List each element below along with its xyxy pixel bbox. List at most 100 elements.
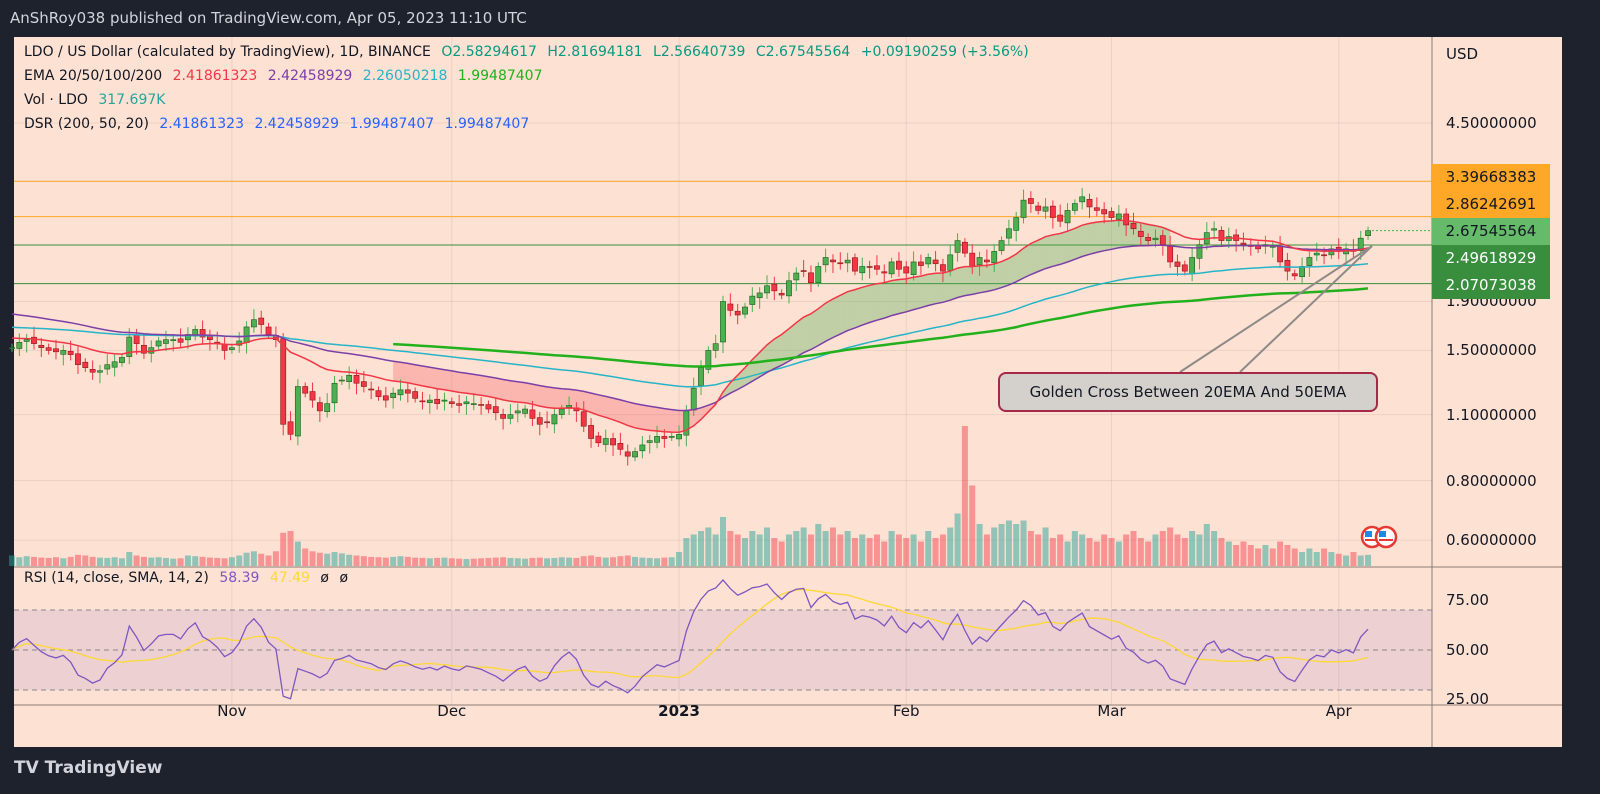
ema-legend[interactable]: EMA 20/50/100/200 2.41861323 2.42458929 … (24, 68, 549, 84)
candle-down (1027, 198, 1034, 204)
volume-bar (250, 551, 257, 566)
candle-up (426, 399, 433, 403)
candle-up (1299, 266, 1305, 278)
ema-cross-fill (422, 365, 430, 388)
volume-bar (756, 534, 763, 566)
volume-bar (30, 556, 37, 566)
ema-cross-fill (950, 268, 958, 301)
ema-cross-fill (957, 266, 965, 298)
volume-bar (9, 555, 15, 566)
volume-bar (1240, 541, 1247, 566)
volume-bar (881, 541, 888, 566)
volume-bar (727, 531, 734, 566)
volume-bar (382, 557, 389, 566)
volume-bar (961, 426, 968, 566)
candle-down (961, 241, 968, 254)
candle-down (896, 260, 902, 270)
ema-cross-fill (840, 291, 848, 335)
volume-bar (236, 555, 243, 566)
ema-cross-fill (437, 368, 445, 390)
volume-bar (925, 531, 932, 566)
volume-bar (844, 531, 851, 566)
volume-bar (837, 534, 844, 566)
volume-bar (1299, 552, 1306, 566)
volume-bar (815, 524, 822, 566)
volume-bar (566, 557, 573, 566)
candle-up (111, 361, 118, 368)
candle-up (1211, 228, 1218, 231)
ema-cross-fill (803, 313, 811, 353)
ema-cross-fill (451, 370, 460, 393)
volume-bar (778, 541, 785, 566)
candle-up (976, 257, 983, 266)
ema200-line (393, 287, 1369, 368)
volume-bar (96, 557, 103, 566)
candle-down (918, 261, 924, 266)
volume-bar (917, 541, 924, 566)
dsr-label: DSR (200, 50, 20) (24, 116, 149, 132)
rsi-legend[interactable]: RSI (14, close, SMA, 14, 2) 58.39 47.49 … (24, 570, 354, 586)
volume-bar (1343, 555, 1350, 566)
volume-bar (749, 531, 756, 566)
volume-bar (969, 485, 976, 566)
ema-cross-fill (539, 385, 548, 408)
ema-cross-fill (964, 266, 973, 296)
candle-down (529, 409, 536, 419)
rsi-extra: ø (339, 570, 349, 586)
time-axis-label: 2023 (658, 702, 700, 720)
candle-down (1240, 242, 1247, 245)
ema-cross-fill (488, 376, 496, 399)
volume-legend[interactable]: Vol · LDO 317.697K (24, 92, 171, 108)
ema-cross-fill (898, 278, 907, 314)
volume-bar (1115, 541, 1122, 566)
ema-cross-fill (1118, 220, 1127, 248)
volume-bar (500, 557, 507, 566)
candle-down (1284, 259, 1291, 272)
candle-down (536, 417, 543, 425)
candle-up (602, 438, 609, 445)
volume-bar (1196, 534, 1203, 566)
volume-bar (1064, 541, 1071, 566)
candle-up (441, 399, 448, 402)
candle-up (654, 436, 660, 443)
volume-bar (280, 532, 287, 566)
volume-bar (1306, 548, 1313, 566)
open-value: O2.58294617 (441, 44, 537, 60)
volume-bar (1189, 531, 1196, 566)
volume-bar (1174, 534, 1181, 566)
candle-up (126, 336, 133, 357)
time-axis-label: Nov (217, 702, 247, 720)
ema-cross-fill (869, 283, 877, 323)
volume-bar (822, 531, 829, 566)
ema-cross-fill (818, 303, 826, 346)
volume-bar (763, 527, 770, 566)
candle-down (287, 421, 294, 435)
candle-up (243, 326, 250, 343)
ema-cross-fill (1067, 228, 1075, 262)
candle-down (1181, 264, 1188, 272)
volume-bar (954, 513, 961, 566)
candle-up (910, 261, 917, 275)
volume-bar (316, 552, 323, 566)
golden-cross-annotation[interactable]: Golden Cross Between 20EMA And 50EMA (998, 372, 1378, 412)
volume-bar (38, 557, 45, 566)
ema-cross-fill (854, 287, 863, 328)
dsr-legend[interactable]: DSR (200, 50, 20) 2.41861323 2.42458929 … (24, 116, 535, 132)
candle-down (544, 421, 550, 424)
dsr-value: 1.99487407 (349, 116, 435, 132)
candle-down (89, 369, 96, 373)
candle-up (793, 272, 800, 281)
volume-bar (807, 534, 814, 566)
time-axis-label: Feb (892, 702, 920, 720)
volume-bar (1093, 541, 1100, 566)
time-axis-label: Dec (437, 702, 467, 720)
ema-cross-fill (583, 391, 592, 413)
candle-up (1042, 206, 1049, 212)
candle-down (258, 317, 265, 325)
candle-down (903, 266, 910, 274)
rsi-label: RSI (14, close, SMA, 14, 2) (24, 570, 209, 586)
ema-cross-fill (1038, 236, 1046, 272)
volume-bar (1357, 555, 1364, 566)
volume-bar (294, 541, 301, 566)
